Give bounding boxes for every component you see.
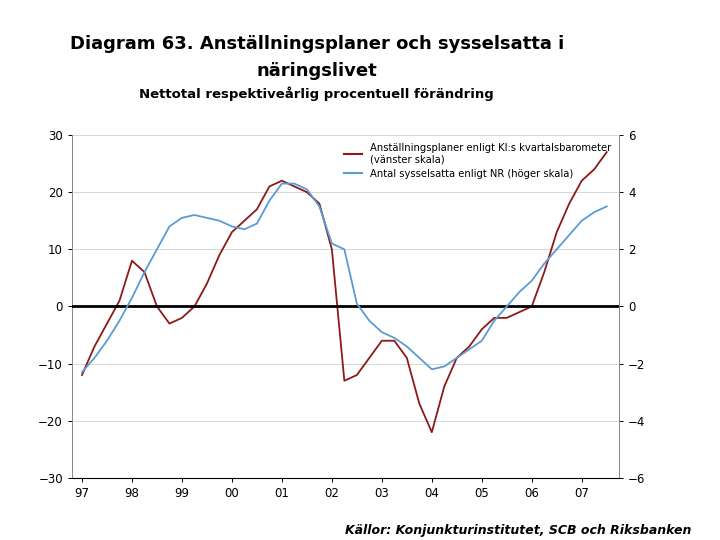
Text: näringslivet: näringslivet	[256, 62, 377, 80]
Text: Nettotal respektiveårlig procentuell förändring: Nettotal respektiveårlig procentuell för…	[140, 86, 494, 101]
Text: Källor: Konjunkturinstitutet, SCB och Riksbanken: Källor: Konjunkturinstitutet, SCB och Ri…	[345, 524, 691, 537]
Text: ✦ ✦ ✦
✦   ✦
✦ ✦ ✦: ✦ ✦ ✦ ✦ ✦ ✦ ✦ ✦	[657, 33, 679, 53]
Text: Diagram 63. Anställningsplaner och sysselsatta i: Diagram 63. Anställningsplaner och sysse…	[70, 35, 564, 53]
Text: SVERIGES
RIKSBANK: SVERIGES RIKSBANK	[646, 87, 690, 107]
Legend: Anställningsplaner enligt KI:s kvartalsbarometer
(vänster skala), Antal sysselsa: Anställningsplaner enligt KI:s kvartalsb…	[341, 140, 614, 181]
